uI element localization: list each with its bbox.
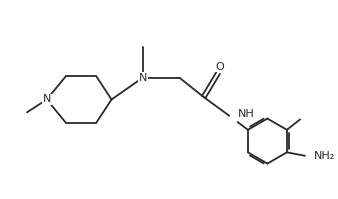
Text: N: N xyxy=(43,95,51,104)
Text: O: O xyxy=(216,62,224,72)
Text: NH: NH xyxy=(238,109,255,119)
Text: NH₂: NH₂ xyxy=(314,151,335,161)
Text: N: N xyxy=(139,73,147,83)
